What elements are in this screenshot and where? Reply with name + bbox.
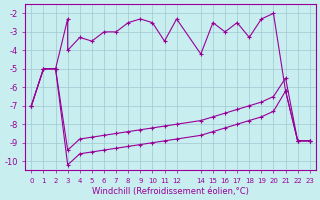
X-axis label: Windchill (Refroidissement éolien,°C): Windchill (Refroidissement éolien,°C) [92, 187, 249, 196]
